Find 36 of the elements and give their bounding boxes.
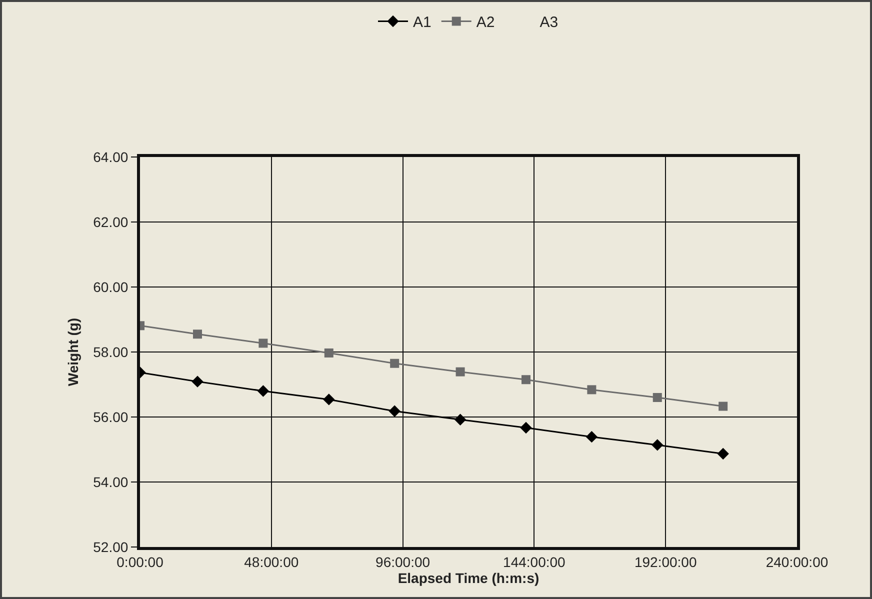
y-tick-label: 64.00	[93, 148, 128, 165]
x-axis-title: Elapsed Time (h:m:s)	[398, 570, 540, 586]
point	[652, 393, 662, 402]
x-tick-label: 144:00:00	[503, 554, 566, 570]
point	[587, 385, 596, 394]
y-tick-label: 58.00	[93, 344, 128, 360]
y-tick-label: 56.00	[93, 408, 128, 425]
point	[652, 439, 664, 451]
point	[586, 430, 598, 443]
y-tick-label: 52.00	[93, 538, 128, 555]
legend-label: A1	[413, 14, 432, 32]
point	[390, 358, 400, 368]
point	[192, 330, 202, 339]
y-axis-title: Weight (g)	[64, 318, 81, 386]
x-tick-label: 48:00:00	[244, 554, 299, 570]
legend-label: A2	[476, 14, 495, 32]
point	[257, 385, 270, 397]
x-tick-label: 96:00:00	[376, 554, 430, 570]
y-tick-label: 54.00	[93, 474, 128, 490]
point	[323, 394, 335, 406]
x-tick-label: 240:00:00	[766, 554, 828, 570]
point	[717, 448, 729, 460]
text: A3	[540, 14, 558, 32]
point	[521, 375, 530, 384]
point	[324, 348, 334, 358]
point	[388, 405, 400, 417]
point	[192, 376, 204, 388]
x-tick-label: 0:00:00	[116, 554, 164, 570]
point	[718, 402, 728, 411]
point	[258, 338, 268, 348]
y-tick-label: 60.00	[93, 278, 128, 295]
point	[456, 367, 465, 376]
x-tick-label: 192:00:00	[634, 554, 697, 570]
point	[520, 422, 532, 434]
point	[454, 414, 466, 426]
y-tick-label: 62.00	[93, 214, 128, 230]
